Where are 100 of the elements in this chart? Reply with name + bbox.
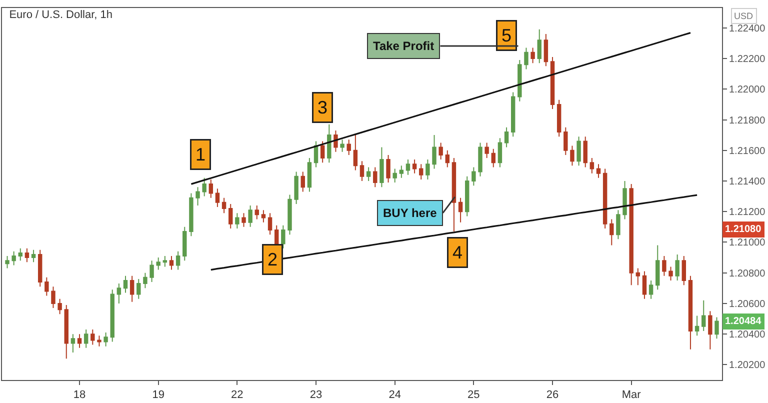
candlestick <box>202 177 206 197</box>
candlestick <box>636 268 640 286</box>
candlestick <box>51 286 56 309</box>
candlestick <box>228 203 233 229</box>
candlestick <box>478 142 482 177</box>
candlestick <box>12 250 16 266</box>
candlestick <box>524 47 528 70</box>
candlestick <box>24 248 30 263</box>
candlestick <box>438 142 443 160</box>
candlestick <box>714 316 719 340</box>
candlestick <box>169 256 174 270</box>
candlestick <box>5 256 10 269</box>
y-tick-label: 1.22200 <box>729 54 766 66</box>
candlestick <box>307 158 312 192</box>
candlestick <box>110 289 114 342</box>
candlestick <box>694 315 700 336</box>
candlestick <box>38 249 42 288</box>
y-tick-label: 1.22000 <box>729 84 766 96</box>
candlestick <box>596 164 601 178</box>
candlestick <box>97 335 102 347</box>
x-tick-label: 23 <box>310 389 322 402</box>
candlestick <box>537 28 542 64</box>
candlestick <box>281 224 286 249</box>
annotation: 1.21080 <box>725 224 762 235</box>
candlestick <box>314 140 318 168</box>
candlestick <box>294 171 298 204</box>
y-tick-label: 1.20400 <box>729 330 766 341</box>
candlestick <box>576 136 581 166</box>
candlestick <box>452 158 456 232</box>
x-tick-label: 19 <box>152 389 164 402</box>
candlestick <box>504 126 509 148</box>
candlestick <box>484 142 489 159</box>
candlestick <box>570 145 574 166</box>
annotation: BUY here <box>383 206 438 220</box>
x-tick-label: 25 <box>468 389 480 402</box>
candlestick <box>616 210 620 240</box>
candlestick <box>123 275 128 294</box>
candlestick <box>518 60 522 102</box>
candlestick <box>556 99 562 138</box>
x-tick-label: 18 <box>73 389 86 402</box>
x-tick-label: 24 <box>388 389 401 402</box>
candlestick <box>682 256 686 286</box>
candlestick <box>510 92 516 138</box>
candlestick <box>491 148 496 168</box>
candlestick <box>498 138 502 168</box>
annotation: Take Profit <box>373 39 434 53</box>
y-tick-label: 1.21600 <box>729 146 766 157</box>
candlestick <box>18 248 22 262</box>
candlestick <box>458 197 463 223</box>
candlestick <box>465 176 470 217</box>
candlestick <box>629 184 634 286</box>
candlestick <box>130 275 134 302</box>
candlestick <box>215 188 220 208</box>
candlestick <box>44 276 49 296</box>
y-tick-label: 1.21800 <box>729 115 766 126</box>
candlestick <box>222 197 226 214</box>
candlestick <box>583 136 588 168</box>
candlestick <box>472 166 476 186</box>
candlestick <box>426 159 430 180</box>
candlestick <box>380 146 384 188</box>
candlestick <box>327 124 332 164</box>
candlestick <box>254 204 259 220</box>
annotation: 1.20484 <box>725 316 762 327</box>
candlestick <box>196 186 200 206</box>
candlestick <box>642 270 647 300</box>
candlestick <box>248 204 252 228</box>
candlestick <box>162 256 168 268</box>
y-tick-label: 1.20800 <box>729 268 766 280</box>
candlestick <box>235 212 240 229</box>
x-tick-label: 22 <box>231 389 244 402</box>
candlestick <box>392 168 397 184</box>
candlestick <box>406 159 410 176</box>
candlestick <box>150 260 154 283</box>
candlestick <box>340 139 344 152</box>
candlestick <box>334 130 338 152</box>
candlestick <box>708 310 712 350</box>
annotation: 5 <box>502 26 512 46</box>
candlestick <box>530 47 535 64</box>
candlestick <box>64 304 68 360</box>
annotation: 3 <box>318 98 328 118</box>
y-tick-label: 1.20600 <box>729 298 766 310</box>
annotation: 4 <box>452 242 463 262</box>
y-tick-label: 1.21000 <box>729 238 766 249</box>
candlestick <box>261 210 266 223</box>
candlestick <box>58 298 62 315</box>
candlestick <box>386 154 390 184</box>
candlestick <box>373 166 378 188</box>
text: USD <box>734 11 754 21</box>
candlestick <box>320 140 325 164</box>
candlestick <box>662 256 666 276</box>
candlestick <box>675 254 680 281</box>
candlestick <box>419 164 424 180</box>
candlestick <box>399 165 404 178</box>
candlestick <box>445 150 450 168</box>
candlestick <box>346 139 351 156</box>
candlestick <box>432 134 436 170</box>
candlestick <box>550 56 555 110</box>
candlestick <box>31 249 36 263</box>
candlestick <box>208 178 214 198</box>
candlestick <box>412 159 417 174</box>
